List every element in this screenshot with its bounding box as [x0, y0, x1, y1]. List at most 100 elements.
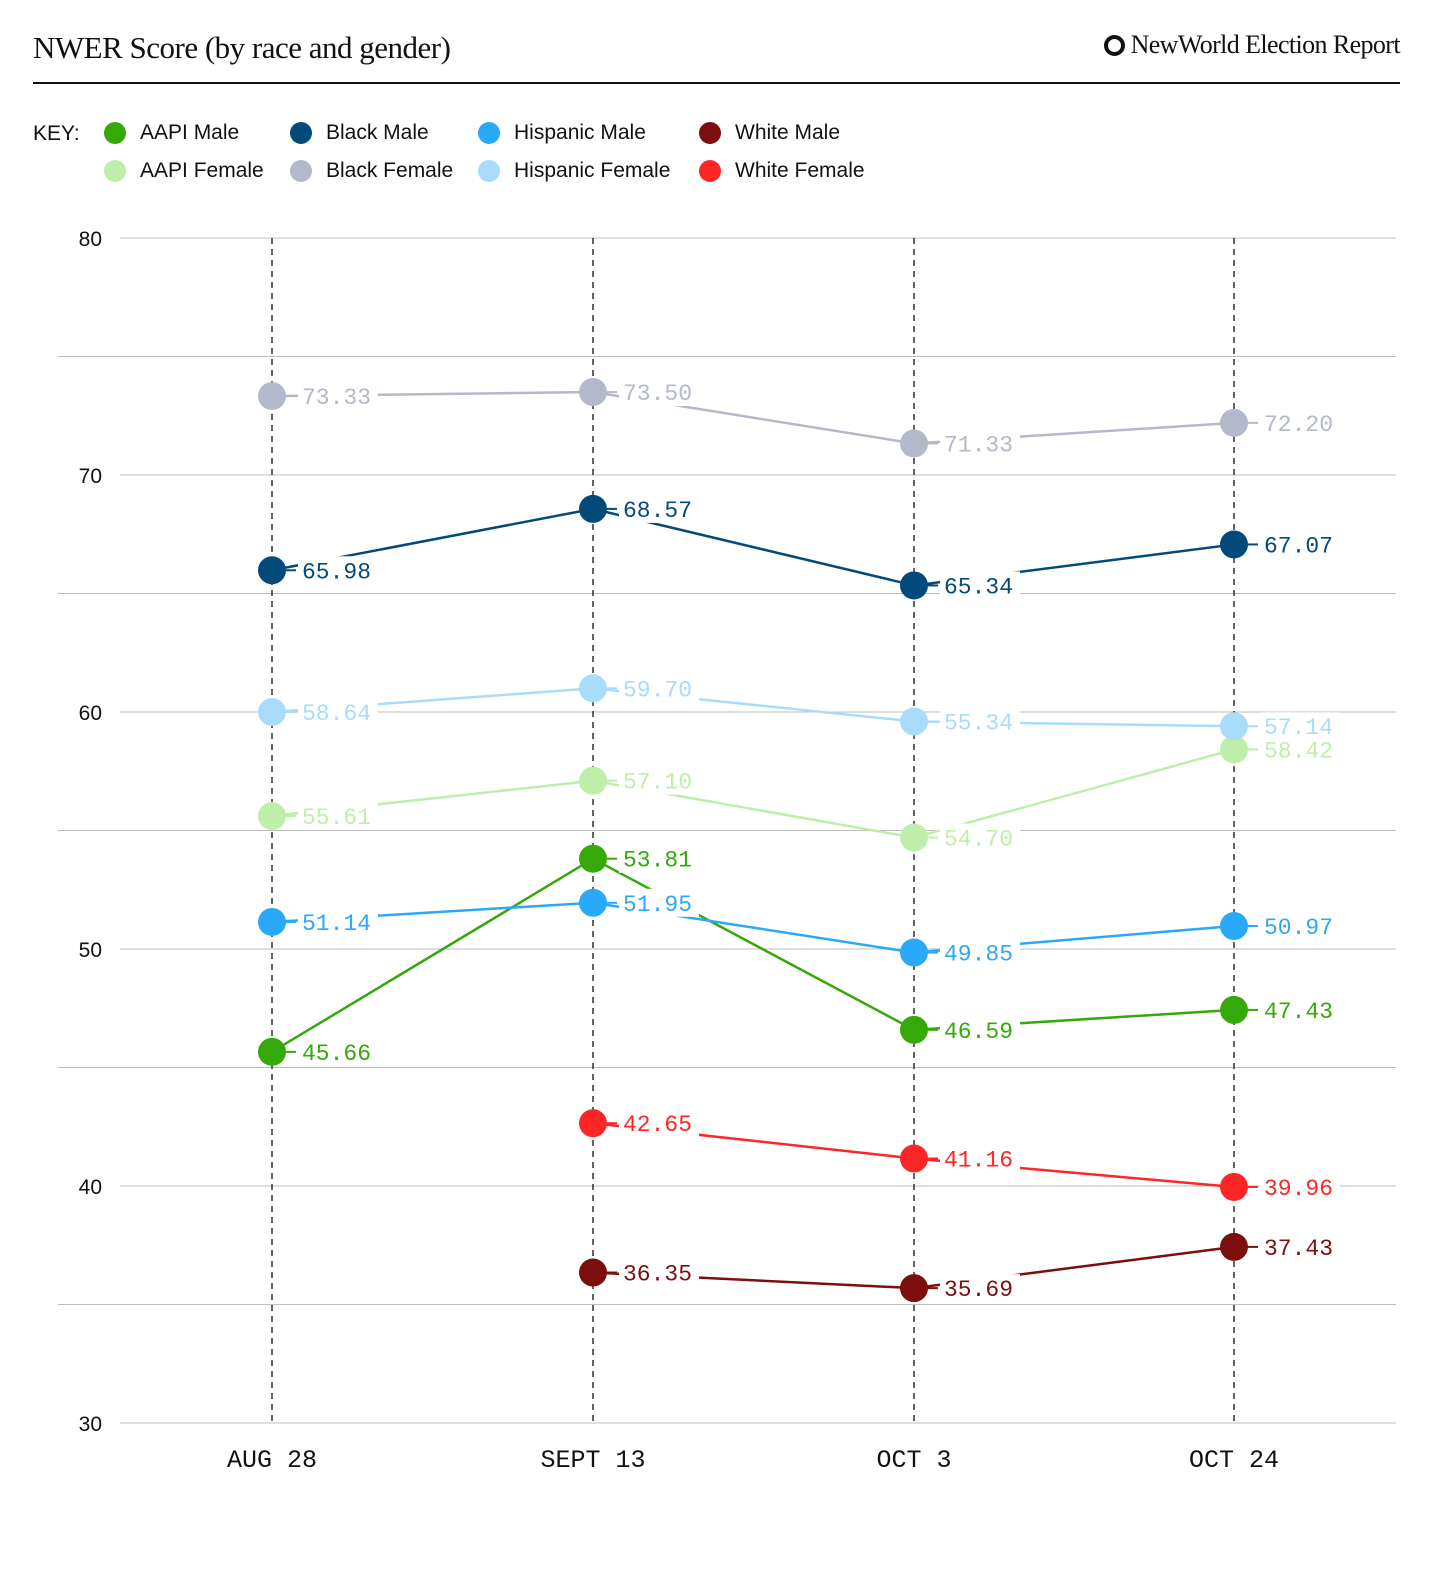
legend-label: Black Female: [326, 159, 454, 182]
legend-label: White Male: [735, 121, 841, 144]
data-point: [900, 938, 928, 967]
data-label: 59.70: [623, 677, 692, 703]
data-point: [579, 1109, 607, 1138]
legend-dot-icon: [699, 160, 721, 182]
data-label-bg: [1260, 995, 1340, 1024]
data-label-bg: [940, 571, 1020, 600]
data-label-bg: [1260, 1172, 1340, 1201]
data-label-bg: [940, 429, 1020, 458]
legend-dot-icon: [478, 160, 500, 182]
y-tick-label: 70: [79, 465, 102, 488]
data-label-bg: [1260, 408, 1340, 437]
data-label: 58.64: [302, 701, 371, 727]
header-rule: [33, 82, 1400, 84]
data-point: [900, 571, 928, 600]
data-point: [258, 698, 286, 726]
legend-item: White Male: [699, 120, 899, 146]
data-label-bg: [1260, 912, 1340, 941]
data-label-bg: [940, 1144, 1020, 1173]
data-point: [1220, 735, 1248, 764]
data-label: 57.10: [623, 770, 692, 796]
data-point: [579, 844, 607, 873]
brand-name: NewWorld Election Report: [1130, 30, 1401, 59]
chart-title: NWER Score (by race and gender): [33, 30, 451, 65]
legend-item: AAPI Male: [104, 120, 290, 146]
legend-label: AAPI Male: [140, 121, 240, 144]
y-tick-label: 30: [79, 1413, 102, 1436]
data-point: [900, 707, 928, 736]
y-tick-label: 60: [79, 702, 102, 725]
data-label-bg: [940, 707, 1020, 736]
data-label-bg: [940, 1015, 1020, 1044]
data-point: [900, 1274, 928, 1303]
legend-dot-icon: [104, 160, 126, 182]
data-point: [579, 766, 607, 795]
data-point: [258, 907, 286, 936]
data-point: [579, 888, 607, 917]
data-label: 37.43: [1264, 1236, 1333, 1262]
x-tick-label: OCT 24: [1189, 1446, 1279, 1475]
data-label-bg: [298, 698, 378, 726]
legend: AAPI Male Black Male Hispanic Male White Ma…: [104, 120, 899, 184]
data-point: [1220, 1232, 1248, 1261]
legend-key-label: KEY:: [33, 122, 80, 145]
data-point: [1220, 530, 1248, 559]
legend-label: Hispanic Female: [514, 159, 671, 182]
data-label-bg: [298, 907, 378, 936]
y-tick-label: 40: [79, 1176, 102, 1199]
data-label-bg: [1260, 1232, 1340, 1261]
legend-item: AAPI Female: [104, 158, 290, 184]
legend-label: White Female: [735, 159, 865, 182]
data-point: [1220, 1172, 1248, 1201]
data-label: 67.07: [1264, 533, 1333, 559]
data-label: 36.35: [623, 1262, 692, 1288]
data-label-bg: [298, 382, 378, 411]
legend-dot-icon: [478, 122, 500, 144]
data-label-bg: [298, 802, 378, 831]
data-label: 65.98: [302, 559, 371, 585]
data-label: 45.66: [302, 1041, 371, 1067]
data-label: 57.14: [1264, 715, 1333, 741]
data-label: 51.14: [302, 911, 371, 937]
data-label: 47.43: [1264, 999, 1333, 1025]
legend-item: Black Male: [290, 120, 478, 146]
legend-dot-icon: [290, 122, 312, 144]
data-label: 55.34: [944, 710, 1013, 736]
data-label-bg: [298, 556, 378, 585]
data-point: [258, 1037, 286, 1066]
data-label-bg: [1260, 530, 1340, 559]
data-label-bg: [619, 844, 699, 873]
data-label: 49.85: [944, 942, 1013, 968]
legend-item: Hispanic Female: [478, 158, 699, 184]
ring-icon: [1103, 34, 1125, 56]
data-point: [579, 1258, 607, 1287]
data-label: 72.20: [1264, 412, 1333, 438]
data-point: [579, 674, 607, 703]
data-label: 41.16: [944, 1148, 1013, 1174]
x-tick-label: SEPT 13: [540, 1446, 645, 1475]
data-label-bg: [619, 378, 699, 407]
data-label-bg: [298, 1037, 378, 1066]
data-label: 51.95: [623, 892, 692, 918]
data-point: [258, 556, 286, 585]
data-label: 65.34: [944, 574, 1013, 600]
data-point: [900, 1144, 928, 1173]
legend-item: White Female: [699, 158, 899, 184]
data-label: 73.50: [623, 381, 692, 407]
data-point: [258, 382, 286, 411]
data-label-bg: [619, 1258, 699, 1287]
data-label-bg: [619, 766, 699, 795]
legend-label: AAPI Female: [140, 159, 264, 182]
x-tick-label: OCT 3: [876, 1446, 951, 1475]
data-label-bg: [619, 494, 699, 523]
legend-item: Hispanic Male: [478, 120, 699, 146]
data-label: 35.69: [944, 1277, 1013, 1303]
series-line-hispanic-male: [271, 901, 1235, 954]
data-label: 55.61: [302, 805, 371, 831]
data-label: 46.59: [944, 1019, 1013, 1045]
data-label: 50.97: [1264, 915, 1333, 941]
data-point: [579, 494, 607, 523]
legend-dot-icon: [699, 122, 721, 144]
data-point: [900, 1015, 928, 1044]
